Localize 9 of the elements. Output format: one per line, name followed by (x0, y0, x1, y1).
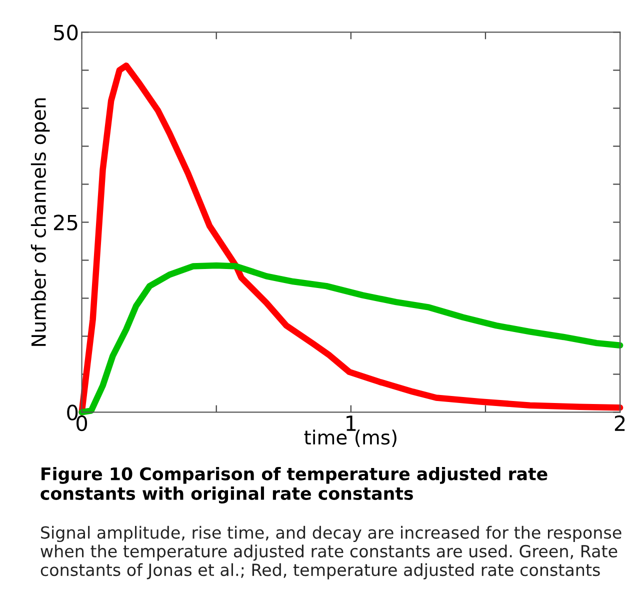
x-axis-title: time (ms) (304, 430, 396, 447)
text: Figure 10 Comparison of temperature adjusted rate constants with original rate constants (40, 466, 548, 504)
x-tick-label: 1 (346, 416, 356, 431)
y-tick-label: 0 (67, 404, 78, 420)
text: Signal amplitude, rise time, and decay are increased for the response when the temperature adjusted rate constants are used. Green, Rate constants of Jonas et al.; Red, temperature adjusted rate constants (40, 526, 622, 580)
y-axis-title: Number of channels open (30, 98, 50, 346)
x-tick-label: 2 (614, 415, 625, 431)
y-tick-label: 50 (54, 24, 78, 40)
y-tick-label: 25 (54, 214, 78, 230)
